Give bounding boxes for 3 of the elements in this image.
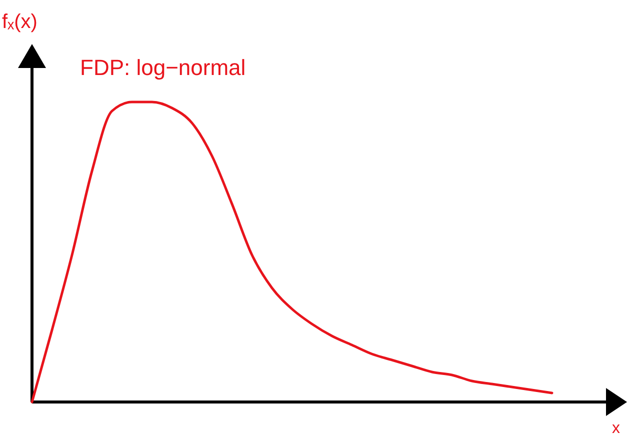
chart-title: FDP: log−normal bbox=[80, 55, 246, 80]
y-axis-title: fₓ(x) bbox=[2, 11, 38, 33]
x-axis-title: x bbox=[612, 420, 620, 437]
